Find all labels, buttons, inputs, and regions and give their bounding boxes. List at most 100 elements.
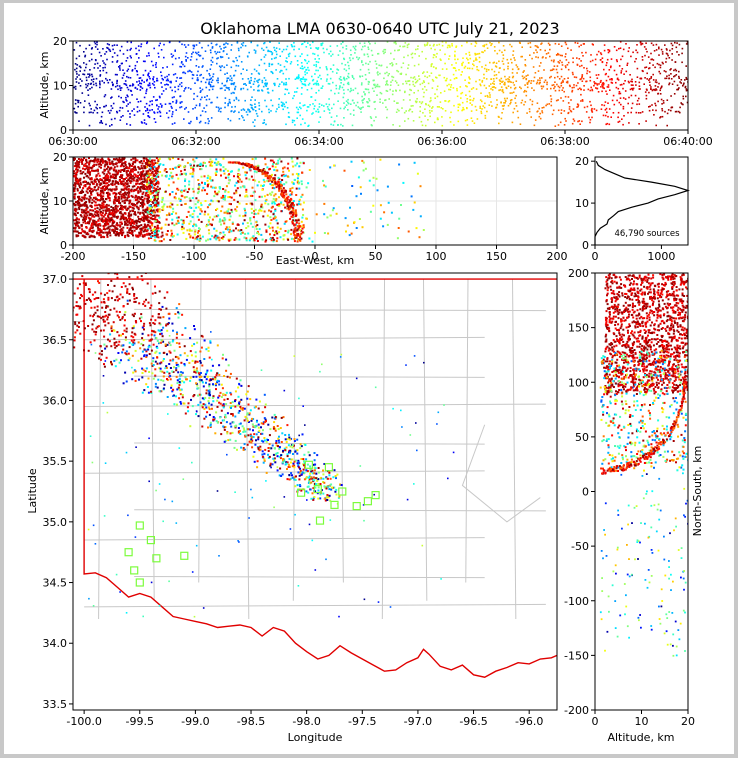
east-west-source: [279, 180, 282, 183]
time-height-source: [517, 116, 520, 119]
time-height-source: [99, 107, 101, 109]
time-height-source: [595, 74, 598, 76]
time-height-source: [686, 41, 688, 43]
time-height-source: [145, 92, 147, 95]
east-west-source: [134, 161, 137, 164]
east-west-source: [91, 169, 93, 172]
time-height-source: [112, 48, 114, 51]
east-west-source: [263, 180, 266, 183]
east-west-source: [150, 222, 153, 225]
time-height-source: [609, 78, 611, 81]
east-west-source: [184, 178, 187, 181]
east-west-source: [90, 193, 93, 196]
time-height-source: [407, 67, 409, 70]
east-west-source: [261, 238, 264, 241]
east-west-source: [114, 188, 117, 191]
time-height-source: [318, 121, 320, 123]
time-height-source: [654, 102, 656, 105]
east-west-source: [137, 208, 140, 211]
time-height-source: [339, 50, 341, 52]
time-height-source: [599, 81, 602, 83]
east-west-source: [290, 237, 293, 240]
time-height-source: [159, 42, 161, 45]
time-height-source: [83, 111, 85, 114]
time-height-source: [660, 86, 663, 89]
time-height-source: [622, 87, 624, 90]
time-height-source: [154, 121, 157, 123]
time-height-source: [581, 51, 583, 54]
time-height-source: [140, 86, 142, 88]
time-height-source: [360, 83, 363, 86]
time-height-source: [75, 41, 78, 44]
time-height-source: [246, 55, 249, 57]
time-height-source: [583, 67, 585, 69]
time-height-source: [489, 42, 491, 44]
time-height-source: [175, 102, 177, 104]
east-west-source: [157, 204, 160, 207]
time-height-source: [146, 55, 148, 57]
east-west-source: [90, 181, 93, 184]
time-height-source: [314, 82, 316, 85]
time-height-source: [299, 79, 302, 81]
east-west-source: [145, 233, 148, 236]
east-west-source: [128, 199, 131, 202]
time-height-source: [469, 57, 472, 60]
east-west-source: [132, 168, 134, 171]
time-height-source: [79, 70, 81, 72]
time-height-source: [309, 44, 311, 46]
time-height-source: [427, 119, 429, 121]
time-height-source: [645, 48, 647, 50]
east-west-source: [110, 209, 113, 212]
time-height-source: [466, 85, 468, 88]
east-west-source: [81, 228, 84, 231]
east-west-source: [94, 204, 97, 207]
east-west-source: [96, 178, 98, 181]
time-height-source: [293, 95, 295, 97]
time-height-source: [593, 81, 595, 83]
east-west-source: [184, 179, 186, 182]
time-height-source: [677, 88, 679, 91]
time-height-source: [341, 62, 343, 65]
east-west-source: [151, 190, 154, 193]
time-height-source: [253, 49, 256, 51]
east-west-source: [116, 200, 119, 202]
east-west-source: [82, 221, 85, 224]
time-height-source: [686, 101, 688, 104]
time-height-source: [368, 99, 371, 102]
time-height-source: [87, 73, 89, 75]
time-height-source: [294, 78, 297, 80]
time-height-source: [659, 89, 661, 92]
east-west-source: [114, 170, 117, 173]
time-height-source: [433, 43, 435, 46]
east-west-source: [126, 231, 129, 234]
time-height-source: [411, 111, 414, 113]
time-height-source: [560, 75, 563, 78]
time-height-source: [270, 99, 272, 102]
east-west-source: [142, 209, 145, 212]
east-west-source: [271, 159, 274, 162]
time-height-source: [412, 80, 414, 83]
east-west-source: [119, 204, 122, 207]
east-west-source: [121, 193, 124, 196]
time-height-source: [143, 122, 146, 124]
east-west-source: [301, 208, 304, 211]
east-west-source: [155, 209, 158, 212]
time-height-source: [681, 61, 683, 64]
time-height-source: [436, 88, 438, 91]
east-west-source: [126, 220, 129, 223]
time-height-source: [526, 83, 529, 85]
time-height-source: [301, 43, 304, 45]
time-height-source: [661, 51, 664, 53]
time-height-source: [300, 78, 303, 80]
time-height-source: [462, 61, 464, 64]
east-west-source: [115, 162, 118, 165]
time-height-source: [216, 79, 218, 82]
east-west-source: [235, 238, 238, 241]
east-west-source: [209, 238, 212, 241]
east-west-source: [106, 219, 109, 222]
time-height-source: [550, 104, 553, 107]
time-height-source: [297, 108, 300, 111]
time-height-source: [432, 106, 434, 108]
time-height-source: [576, 64, 579, 66]
time-height-source: [615, 81, 617, 84]
